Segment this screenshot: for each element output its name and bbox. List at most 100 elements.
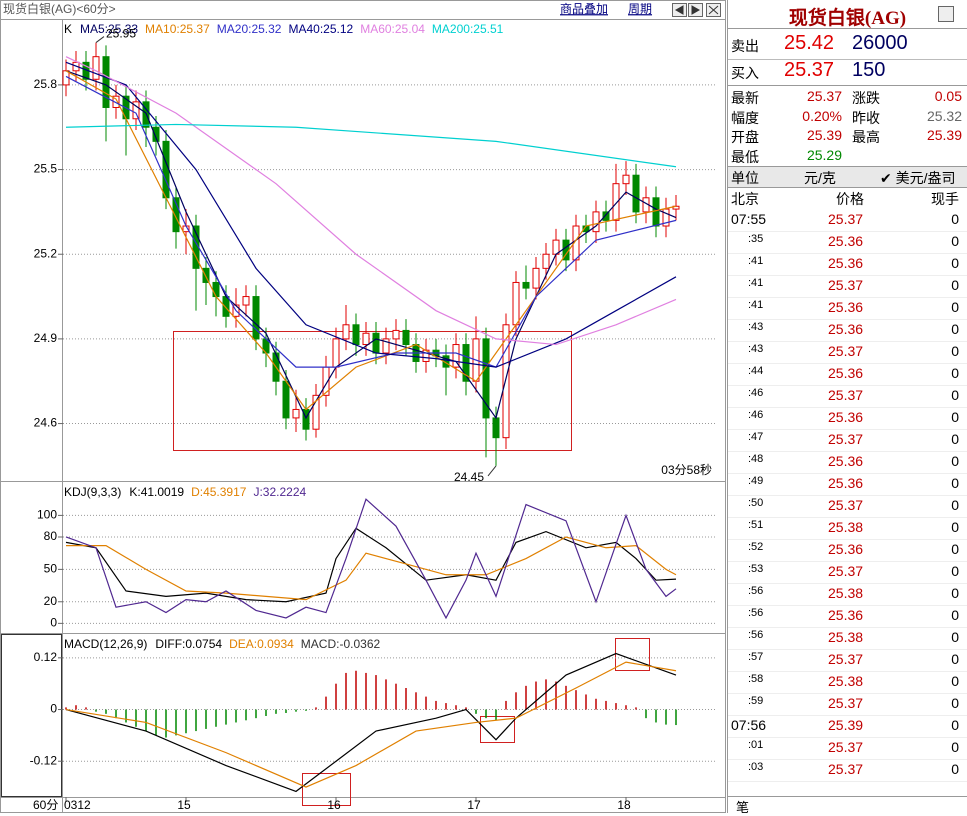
candle-body: [152, 126, 160, 142]
row-line: [728, 583, 967, 584]
trade-time: :46: [748, 387, 764, 399]
row-line: [728, 539, 967, 540]
stat: 最高: [852, 129, 880, 145]
trade-volume: 0: [951, 607, 959, 623]
legend-title: MACD(12,26,9): [64, 637, 147, 651]
candle-body: [292, 408, 300, 419]
quote-panel: 现货白银(AG) 卖出 25.42 26000 买入 25.37 150 单位 …: [727, 0, 967, 815]
candle-body: [592, 211, 600, 233]
link[interactable]: 商品叠加: [560, 1, 608, 16]
candle-body: [242, 296, 250, 306]
y-tick-label: 24.9: [34, 331, 58, 345]
unit-option[interactable]: ✔ 美元/盎司: [880, 170, 956, 186]
stat: 25.29: [806, 146, 842, 163]
trade-price: 25.37: [828, 277, 864, 293]
candle-body: [202, 267, 210, 283]
sell-label: 卖出: [731, 38, 759, 54]
trade-time: 07:56: [731, 717, 767, 733]
series-line: [65, 75, 677, 368]
row-line: [728, 363, 967, 364]
candle-body: [492, 417, 500, 439]
row-line: [728, 737, 967, 738]
trade-time: :03: [748, 761, 764, 773]
trade-time: :01: [748, 739, 764, 751]
row-line: [728, 275, 967, 276]
annotation: 25.95: [106, 27, 136, 41]
row-line: [728, 319, 967, 320]
corner-label: K: [64, 22, 72, 36]
trade-time: :56: [748, 629, 764, 641]
x-tick-label: 0312: [64, 798, 91, 812]
trade-time: :41: [748, 255, 764, 267]
trade-price: 25.36: [828, 607, 864, 623]
row-line: [728, 759, 967, 760]
trade-price: 25.36: [828, 321, 864, 337]
trade-volume: 0: [951, 563, 959, 579]
highlight-box: [302, 773, 351, 806]
legend-entry: MA10:25.37: [145, 22, 210, 36]
candle-body: [512, 281, 520, 326]
trade-price: 25.36: [828, 475, 864, 491]
trade-volume: 0: [951, 761, 959, 777]
trade-time: :57: [748, 651, 764, 663]
x-tick-label: 16: [327, 798, 341, 812]
stat: 25.39: [806, 127, 842, 143]
stat: 开盘: [731, 129, 759, 145]
sell-price: 25.42: [784, 32, 835, 54]
candle-body: [612, 183, 620, 221]
buy-volume: 150: [852, 59, 886, 81]
trade-volume: 0: [951, 233, 959, 249]
row-line: [728, 517, 967, 518]
candle-body: [332, 338, 340, 368]
unit-option[interactable]: 元/克: [804, 170, 836, 186]
candle-body: [372, 332, 380, 354]
trade-time: :43: [748, 343, 764, 355]
series-line: [65, 123, 677, 168]
trade-volume: 0: [951, 475, 959, 491]
stat: 25.37: [806, 88, 842, 104]
row-line: [728, 781, 967, 782]
footer-tab[interactable]: 笔: [736, 800, 750, 815]
y-tick-label: 25.5: [34, 162, 58, 176]
frame: [0, 0, 726, 813]
candle-body: [222, 296, 230, 317]
row-line: [728, 627, 967, 628]
candle-body: [352, 324, 360, 346]
trade-price: 25.38: [828, 673, 864, 689]
stat: 0.20%: [802, 107, 842, 124]
separator: [728, 59, 967, 60]
trade-price: 25.36: [828, 233, 864, 249]
close-button[interactable]: [938, 6, 954, 22]
trade-volume: 0: [951, 277, 959, 293]
trade-price: 25.38: [828, 585, 864, 601]
legend-title: KDJ(9,3,3): [64, 485, 121, 499]
candle-body: [92, 56, 100, 80]
row-line: [728, 451, 967, 452]
stat: 昨收: [852, 109, 880, 126]
y-tick-label: 0: [50, 616, 57, 630]
trade-volume: 0: [951, 211, 959, 227]
stat: 最低: [731, 148, 759, 165]
candle-body: [542, 253, 550, 269]
trade-price: 25.37: [828, 739, 864, 755]
link[interactable]: 周期: [628, 2, 652, 16]
trade-price: 25.36: [828, 365, 864, 381]
legend-entry: D:45.3917: [191, 485, 247, 499]
stat: 涨跌: [852, 90, 880, 106]
candle-body: [502, 324, 510, 439]
trade-time: :59: [748, 695, 764, 707]
trade-price: 25.37: [828, 497, 864, 513]
stat: 25.39: [926, 127, 962, 143]
trade-volume: 0: [951, 519, 959, 535]
legend-entry: MACD:-0.0362: [301, 637, 381, 651]
stat: 0.05: [934, 88, 962, 104]
row-line: [728, 693, 967, 694]
col-header: 价格: [836, 191, 864, 207]
quote-header: [728, 0, 967, 29]
legend-entry: DEA:0.0934: [229, 637, 294, 651]
trade-price: 25.37: [828, 695, 864, 711]
trade-price: 25.37: [828, 651, 864, 667]
trade-volume: 0: [951, 629, 959, 645]
trade-price: 25.36: [828, 255, 864, 271]
trade-price: 25.37: [828, 343, 864, 359]
